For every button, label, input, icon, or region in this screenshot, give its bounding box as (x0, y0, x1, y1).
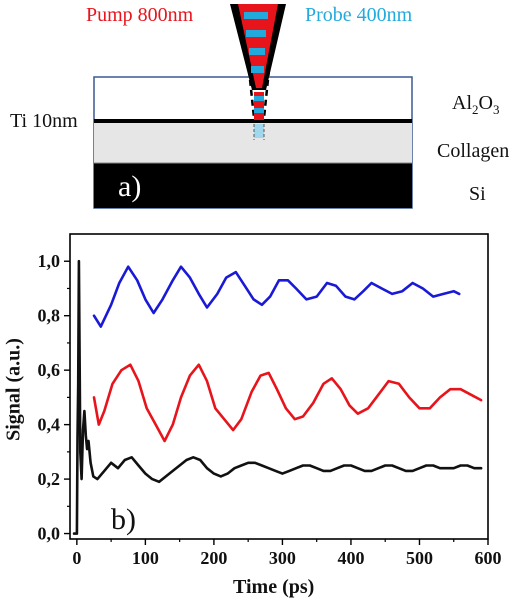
collagen-layer (94, 121, 412, 163)
al2o3-text-sub1: 2 (472, 102, 479, 117)
x-axis: 0 100 200 300 400 500 600 (72, 539, 502, 568)
y-axis-title: Signal (a.u.) (2, 338, 25, 441)
panel-a-schematic (93, 4, 413, 209)
series-line-blue (92, 265, 461, 328)
x-tick-label: 600 (475, 548, 502, 568)
y-tick-label: 0,2 (38, 469, 61, 489)
x-tick-label: 0 (72, 548, 81, 568)
plot-frame (69, 233, 489, 540)
x-tick-label: 300 (269, 548, 296, 568)
y-tick-label: 0,6 (38, 360, 61, 380)
al2o3-text-sub2: 3 (492, 102, 500, 117)
series-group (72, 259, 483, 535)
x-axis-title: Time (ps) (233, 576, 315, 598)
al2o3-label: Al2O3 (452, 92, 499, 118)
al2o3-text-o: O (478, 92, 493, 114)
series-line-black (72, 259, 483, 535)
si-label: Si (469, 183, 486, 205)
collagen-label: Collagen (437, 140, 510, 162)
laser-beam-icon (230, 4, 286, 140)
y-tick-label: 0,4 (38, 415, 61, 435)
si-substrate (94, 163, 412, 208)
x-tick-label: 200 (200, 548, 227, 568)
series-line-red (92, 363, 483, 443)
x-tick-label: 500 (406, 548, 433, 568)
y-tick-label: 1,0 (38, 251, 61, 271)
panel-a-letter: a) (118, 170, 142, 203)
probe-label: Probe 400nm (305, 4, 413, 26)
pump-label: Pump 800nm (86, 4, 194, 26)
y-axis: 0,0 0,2 0,4 0,6 0,8 1,0 (38, 251, 70, 544)
y-tick-label: 0,8 (38, 306, 61, 326)
x-tick-label: 400 (337, 548, 364, 568)
signal-chart: 0 100 200 300 400 500 600 0,0 0,2 0,4 0,6 0,8 1,0 (38, 233, 502, 568)
ti-label: Ti 10nm (10, 110, 78, 132)
al2o3-text-al: Al (452, 92, 472, 114)
y-tick-label: 0,0 (38, 524, 61, 544)
x-tick-label: 100 (132, 548, 159, 568)
panel-b-letter: b) (111, 503, 136, 536)
